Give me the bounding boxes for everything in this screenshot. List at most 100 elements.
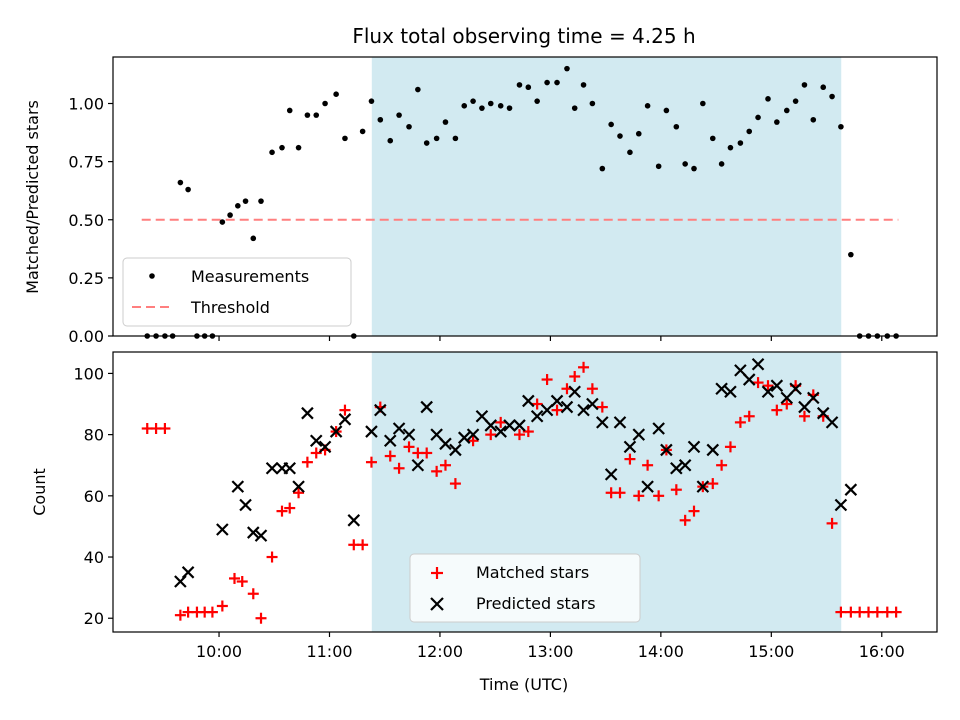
matched-point bbox=[734, 416, 746, 428]
x-tick-label: 11:00 bbox=[306, 642, 352, 661]
predicted-point bbox=[825, 416, 839, 429]
matched-point bbox=[266, 551, 278, 563]
measurement-point bbox=[368, 98, 375, 104]
predicted-point bbox=[696, 480, 710, 493]
measurement-point bbox=[442, 119, 449, 125]
measurement-point bbox=[580, 82, 587, 88]
measurement-point bbox=[727, 144, 734, 151]
measurement-point bbox=[663, 107, 670, 114]
predicted-point bbox=[742, 373, 756, 386]
matched-point bbox=[762, 380, 774, 392]
predicted-point bbox=[623, 440, 637, 454]
top-highlight-span bbox=[371, 57, 842, 336]
measurement-point bbox=[655, 163, 662, 170]
matched-point bbox=[206, 606, 218, 618]
matched-point bbox=[624, 453, 636, 465]
y-tick-label: 20 bbox=[84, 609, 104, 628]
predicted-point bbox=[383, 434, 397, 448]
matched-point bbox=[393, 462, 405, 474]
y-tick-label: 0.00 bbox=[68, 327, 104, 346]
predicted-point bbox=[439, 437, 452, 451]
predicted-point bbox=[687, 440, 701, 454]
measurement-point bbox=[452, 135, 459, 142]
matched-point bbox=[578, 361, 590, 373]
measurement-point bbox=[516, 82, 523, 88]
predicted-point bbox=[216, 523, 229, 536]
predicted-point bbox=[239, 498, 252, 512]
measurement-point bbox=[589, 100, 596, 107]
matched-point bbox=[835, 606, 847, 618]
matched-point bbox=[688, 505, 700, 517]
measurement-point bbox=[470, 98, 476, 104]
measurement-point bbox=[599, 165, 606, 172]
x-tick-label: 16:00 bbox=[859, 642, 905, 661]
y-tick-label: 0.75 bbox=[68, 153, 104, 172]
matched-point bbox=[403, 441, 415, 453]
measurement-point bbox=[718, 161, 725, 167]
measurement-point bbox=[737, 140, 744, 146]
measurement-point bbox=[810, 116, 817, 123]
predicted-point bbox=[309, 434, 323, 448]
measurement-point bbox=[415, 86, 421, 93]
bottom-y-axis-label: Count bbox=[30, 468, 49, 516]
measurement-point bbox=[709, 135, 716, 142]
x-tick-label: 13:00 bbox=[527, 642, 573, 661]
measurement-point bbox=[673, 123, 680, 130]
measurement-point bbox=[235, 203, 241, 209]
measurement-point bbox=[829, 93, 835, 100]
matched-point bbox=[301, 456, 313, 468]
measurement-point bbox=[219, 219, 226, 225]
matched-point bbox=[596, 401, 608, 413]
measurement-point bbox=[461, 103, 468, 109]
y-tick-label: 60 bbox=[84, 487, 104, 506]
predicted-point bbox=[577, 403, 590, 417]
bottom-plot-frame bbox=[112, 351, 938, 633]
measurement-point bbox=[342, 135, 348, 142]
predicted-point bbox=[411, 458, 425, 472]
predicted-point bbox=[494, 425, 507, 438]
predicted-point bbox=[338, 413, 352, 426]
measurement-point bbox=[564, 65, 570, 72]
matched-point bbox=[384, 450, 396, 462]
bottom-y-ticks: 20 40 60 80 100 bbox=[73, 364, 113, 628]
matched-point bbox=[522, 426, 534, 438]
predicted-point bbox=[484, 419, 498, 432]
measurement-point bbox=[279, 144, 285, 151]
measurement-point bbox=[250, 235, 257, 242]
matched-point bbox=[255, 612, 267, 624]
x-tick-label: 15:00 bbox=[748, 642, 794, 661]
predicted-point bbox=[318, 440, 332, 454]
predicted-point bbox=[457, 431, 471, 444]
predicted-point bbox=[613, 416, 627, 429]
predicted-point bbox=[751, 357, 765, 371]
predicted-point bbox=[503, 419, 516, 432]
bottom-legend-matched: Matched stars bbox=[476, 563, 589, 582]
matched-point bbox=[586, 383, 598, 395]
top-x-ticks bbox=[218, 336, 883, 341]
measurement-legend-marker bbox=[149, 273, 155, 279]
predicted-point bbox=[254, 529, 268, 542]
matched-point bbox=[513, 429, 525, 441]
matched-point bbox=[310, 447, 322, 459]
y-tick-label: 80 bbox=[84, 426, 104, 445]
measurement-point bbox=[258, 198, 264, 204]
y-tick-label: 0.25 bbox=[68, 269, 104, 288]
matched-point bbox=[431, 465, 443, 477]
matched-point bbox=[716, 459, 728, 471]
matched-point bbox=[614, 487, 626, 499]
matched-point bbox=[236, 576, 248, 588]
x-axis-label: Time (UTC) bbox=[479, 675, 568, 694]
matched-point bbox=[365, 456, 377, 468]
predicted-point bbox=[283, 462, 297, 475]
measurement-point bbox=[359, 128, 366, 135]
measurement-point bbox=[295, 144, 302, 151]
matched-point bbox=[633, 490, 645, 502]
predicted-point bbox=[678, 458, 692, 472]
measurement-point bbox=[269, 149, 275, 156]
matched-point bbox=[724, 441, 736, 453]
matched-point bbox=[449, 478, 461, 490]
measurement-point bbox=[227, 212, 233, 218]
predicted-point bbox=[844, 483, 858, 496]
measurement-point bbox=[783, 107, 790, 114]
matched-point bbox=[229, 572, 241, 584]
